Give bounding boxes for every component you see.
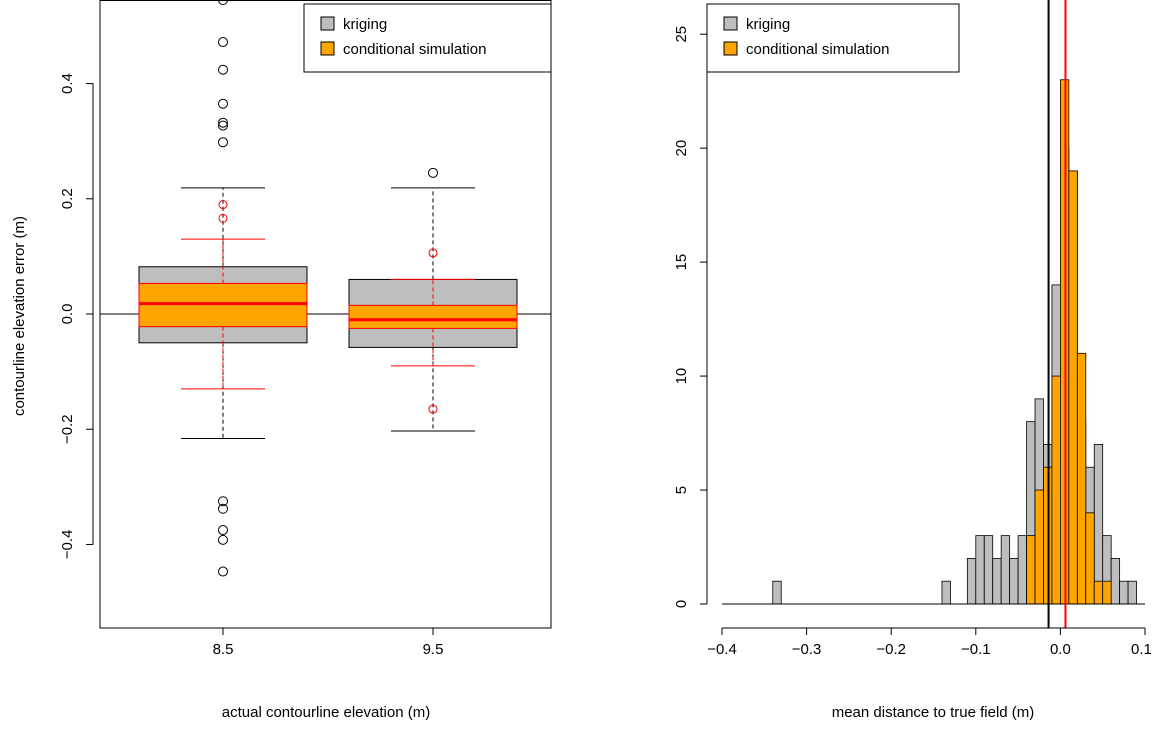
- x-axis-label: mean distance to true field (m): [832, 704, 1035, 721]
- y-tick-label: 0.2: [59, 188, 76, 209]
- conditional-simulation-bar: [1102, 580, 1112, 605]
- outlier-points: [218, 0, 438, 577]
- kriging-outlier-point: [218, 525, 228, 536]
- kriging-bar: [1119, 580, 1129, 605]
- kriging-bar: [975, 535, 985, 605]
- legend-swatch-kriging: [723, 16, 738, 31]
- kriging-bar: [1110, 558, 1121, 605]
- conditional-simulation-outlier-point: [218, 213, 228, 223]
- legend: kriging conditional simulation: [706, 3, 960, 73]
- y-tick-label: 0: [673, 600, 690, 608]
- x-tick-label: −0.2: [876, 641, 906, 658]
- conditional-simulation-iqr-box: [348, 304, 518, 329]
- kriging-outlier-point: [218, 37, 228, 48]
- x-tick-label: −0.3: [792, 641, 822, 658]
- conditional-simulation-bar: [1076, 352, 1087, 605]
- x-axis-label: actual contourline elevation (m): [222, 704, 430, 721]
- x-axis: 8.5 9.5: [213, 628, 444, 658]
- kriging-outlier-point: [218, 98, 228, 109]
- kriging-bar: [966, 558, 977, 605]
- kriging-bar: [1000, 535, 1011, 605]
- kriging-outlier-point: [218, 117, 228, 128]
- legend-box: [303, 3, 552, 73]
- kriging-outlier-point: [218, 137, 228, 148]
- kriging-bar: [1127, 580, 1137, 605]
- legend-label-kriging: kriging: [343, 16, 387, 33]
- legend-swatch-conditional-simulation: [723, 41, 738, 56]
- legend-box: [706, 3, 960, 73]
- legend-label-conditional-simulation: conditional simulation: [343, 41, 486, 58]
- legend: kriging conditional simulation: [303, 3, 552, 73]
- y-tick-label: 0.0: [59, 304, 76, 325]
- kriging-outlier-point: [218, 0, 228, 5]
- kriging-bar: [941, 580, 951, 605]
- y-axis-label: contourline elevation error (m): [11, 216, 28, 416]
- kriging-outlier-point: [218, 64, 228, 75]
- boxplot-panel: −0.4 −0.2 0.0 0.2 0.4 8.5 9.5 contourline ele…: [11, 0, 552, 721]
- legend-label-kriging: kriging: [746, 16, 790, 33]
- legend-swatch-conditional-simulation: [320, 41, 335, 56]
- y-axis: −0.4 −0.2 0.0 0.2 0.4: [59, 73, 94, 560]
- y-tick-label: 0.4: [59, 73, 76, 94]
- x-tick-label: −0.4: [707, 641, 737, 658]
- conditional-simulation-bar: [1051, 375, 1061, 605]
- x-tick-label: −0.1: [961, 641, 991, 658]
- conditional-simulation-boxes: [138, 238, 518, 390]
- legend-label-conditional-simulation: conditional simulation: [746, 41, 889, 58]
- histogram-panel: 0 5 10 15 20 25 −0.4 −0.3 −0.2 −0.1 0.0 0.1 mean d…: [673, 0, 1152, 721]
- x-tick-label: 8.5: [213, 641, 234, 658]
- kriging-bar: [1009, 558, 1019, 605]
- kriging-outlier-point: [428, 167, 438, 178]
- y-tick-label: 5: [673, 486, 690, 494]
- kriging-bar: [772, 580, 782, 605]
- conditional-simulation-bar: [1026, 535, 1036, 605]
- conditional-simulation-bar: [1068, 170, 1078, 605]
- legend-swatch-kriging: [320, 16, 335, 31]
- x-tick-label: 9.5: [423, 641, 444, 658]
- y-tick-label: −0.4: [59, 530, 76, 560]
- kriging-outlier-point: [218, 534, 228, 545]
- plot-frame: [99, 0, 552, 629]
- kriging-bar: [1093, 444, 1104, 605]
- reference-lines: [1047, 0, 1067, 628]
- kriging-bar: [1017, 535, 1027, 605]
- y-axis: 0 5 10 15 20 25: [673, 26, 708, 608]
- conditional-simulation-outlier-point: [428, 248, 438, 258]
- conditional-simulation-outlier-point: [218, 200, 228, 210]
- kriging-bar: [992, 558, 1002, 605]
- kriging-outlier-point: [218, 566, 228, 577]
- conditional-simulation-bar: [1085, 512, 1095, 605]
- conditional-simulation-box-8.5: [138, 238, 308, 390]
- kriging-outlier-point: [218, 496, 228, 507]
- x-tick-label: 0.0: [1050, 641, 1071, 658]
- kriging-outlier-point: [218, 503, 228, 514]
- x-axis: −0.4 −0.3 −0.2 −0.1 0.0 0.1: [707, 627, 1152, 658]
- conditional-simulation-bar: [1034, 489, 1044, 605]
- kriging-bar: [983, 535, 994, 605]
- kriging-outlier-point: [218, 120, 228, 131]
- y-tick-label: 10: [673, 368, 690, 385]
- conditional-simulation-bar: [1093, 580, 1104, 605]
- conditional-simulation-outlier-point: [428, 404, 438, 414]
- y-tick-label: 20: [673, 140, 690, 157]
- y-tick-label: −0.2: [59, 414, 76, 444]
- x-tick-label: 0.1: [1131, 641, 1152, 658]
- y-tick-label: 15: [673, 254, 690, 271]
- conditional-simulation-box-9.5: [348, 278, 518, 367]
- y-tick-label: 25: [673, 26, 690, 43]
